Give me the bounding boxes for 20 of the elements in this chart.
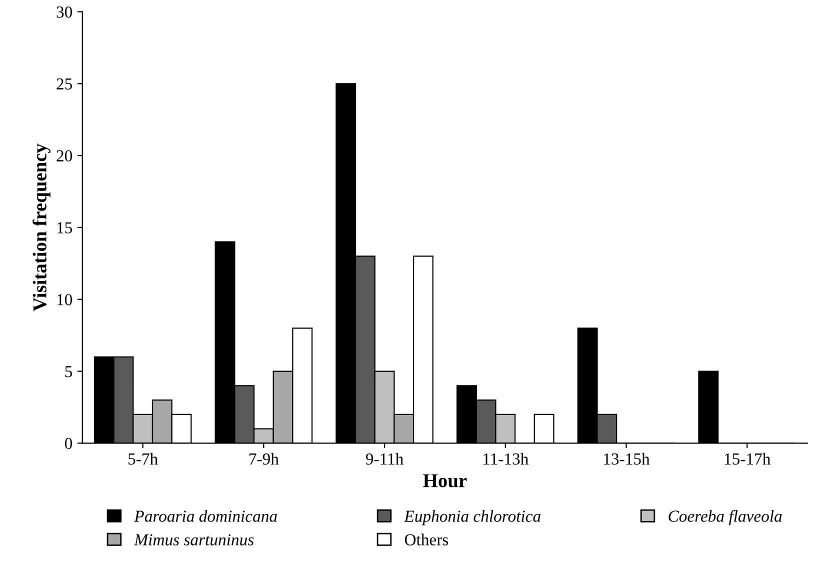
y-tick-label: 20 — [56, 150, 72, 162]
x-tick-label: 11-13h — [484, 452, 528, 465]
x-tick-label: 9-11h — [366, 452, 404, 465]
x-tick-label: 15-17h — [724, 452, 770, 465]
y-tick-label: 0 — [64, 438, 72, 450]
x-tick-label: 5-7h — [128, 452, 158, 465]
x-tick-label: 13-15h — [604, 452, 650, 465]
legend-label: Coereba flaveola — [668, 510, 782, 526]
y-tick-label: 10 — [57, 294, 72, 306]
y-axis-title: Visitation frequency — [32, 144, 50, 312]
legend-label: Others — [404, 534, 448, 546]
x-axis-title: Hour — [423, 474, 467, 488]
legend-label: Mimus sartuninus — [134, 534, 254, 546]
y-tick-label: 25 — [56, 78, 72, 90]
y-tick-label: 30 — [56, 6, 72, 18]
x-tick-label: 7-9h — [250, 452, 279, 465]
legend-label: Paroaria dominicana — [134, 510, 277, 522]
y-tick-label: 15 — [57, 222, 72, 234]
y-tick-label: 5 — [65, 366, 72, 378]
legend-label: Euphonia chlorotica — [404, 510, 540, 526]
